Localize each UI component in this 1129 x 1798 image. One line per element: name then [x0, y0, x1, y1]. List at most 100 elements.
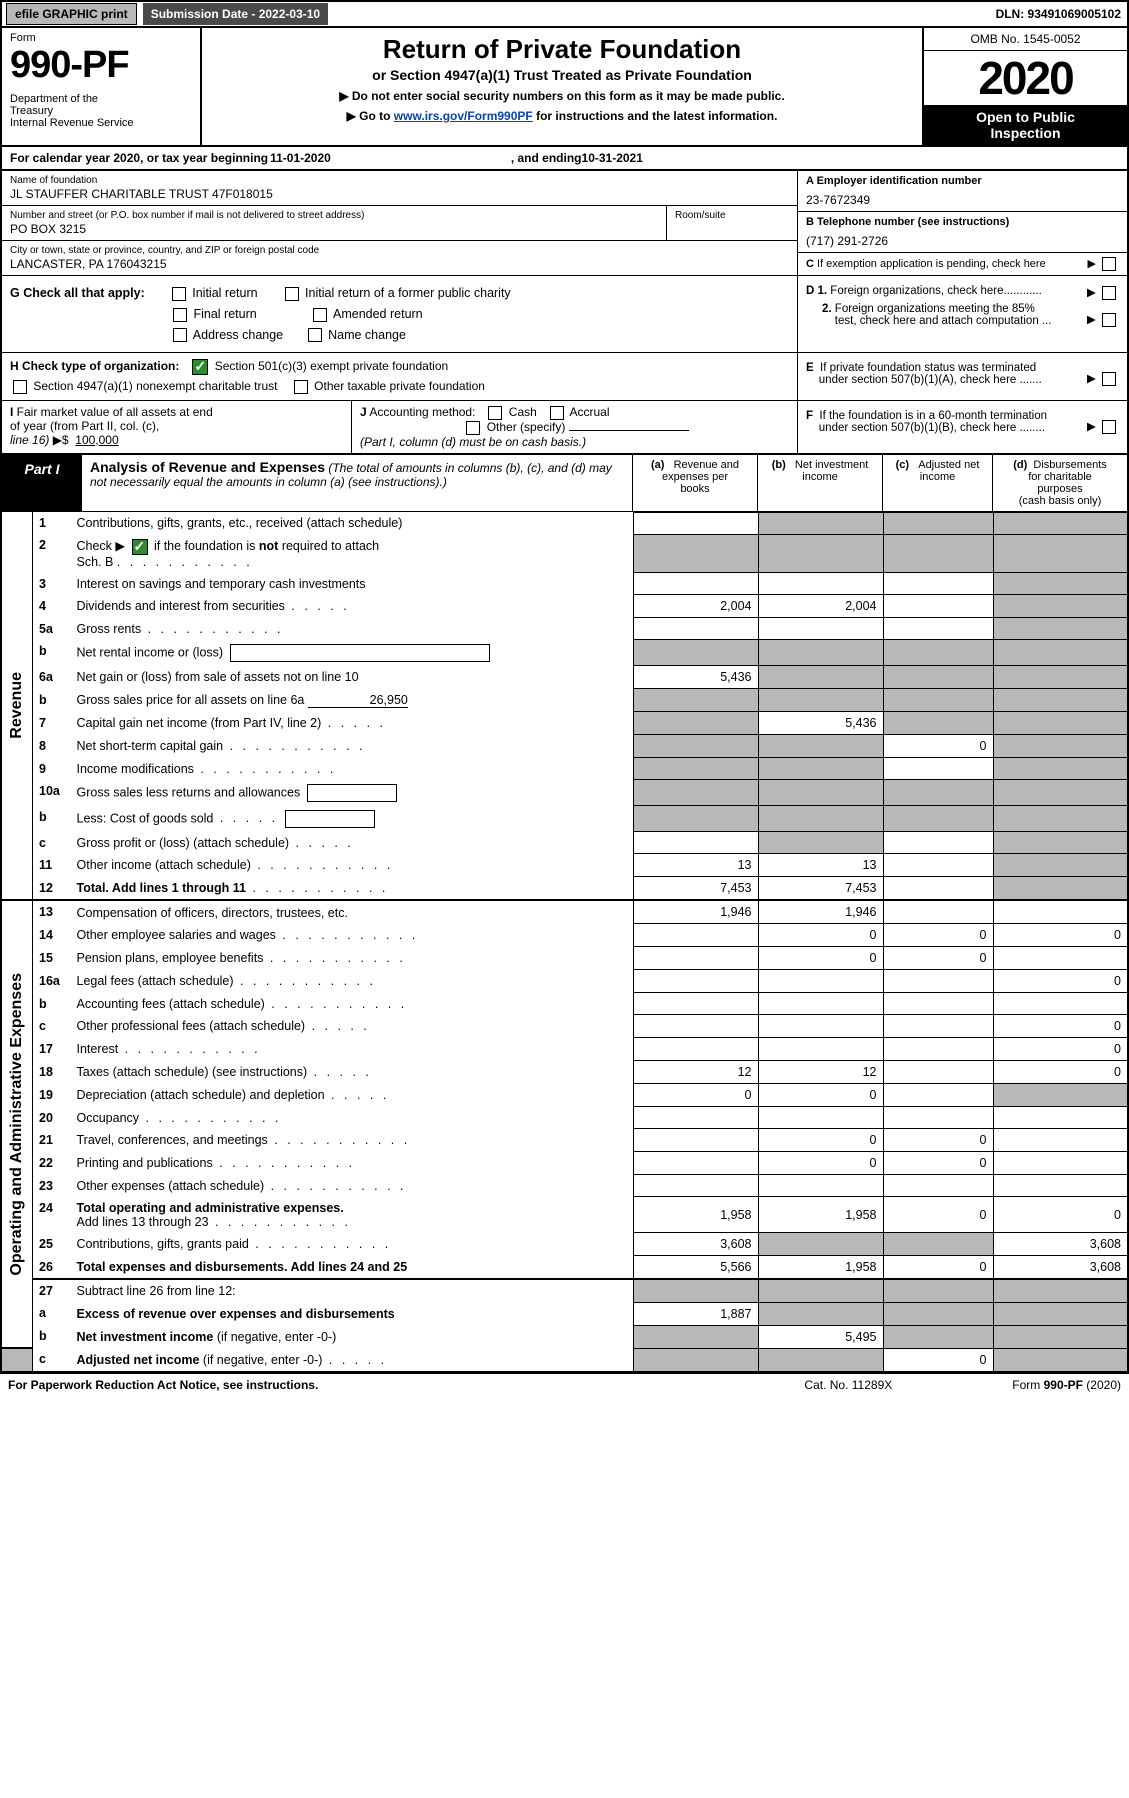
r24-b: 1,958 [758, 1197, 883, 1233]
e-check: E If private foundation status was termi… [797, 353, 1127, 400]
row-25: 25Contributions, gifts, grants paid3,608… [1, 1233, 1128, 1256]
col-c-header: (c) Adjusted netincome [882, 455, 992, 511]
efile-print-button[interactable]: efile GRAPHIC print [6, 3, 137, 25]
row-10a: 10aGross sales less returns and allowanc… [1, 780, 1128, 806]
revenue-side-label: Revenue [8, 672, 26, 739]
chk-cash[interactable] [488, 406, 502, 420]
lbl-other-tax: Other taxable private foundation [314, 379, 485, 393]
r10a-desc: Gross sales less returns and allowances [71, 780, 634, 806]
goto-suffix: for instructions and the latest informat… [533, 109, 778, 123]
accounting-cell: J Accounting method: Cash Accrual Other … [352, 401, 797, 453]
address-cell: Number and street (or P.O. box number if… [2, 206, 667, 240]
r27b-b: 5,495 [758, 1325, 883, 1348]
chk-name[interactable] [308, 328, 322, 342]
chk-initial[interactable] [172, 287, 186, 301]
r25-desc: Contributions, gifts, grants paid [71, 1233, 634, 1256]
row-16c: cOther professional fees (attach schedul… [1, 1015, 1128, 1038]
ein-label: A Employer identification number [806, 175, 1119, 187]
chk-initial-former[interactable] [285, 287, 299, 301]
room-label: Room/suite [675, 210, 789, 221]
part1-title: Analysis of Revenue and Expenses [90, 459, 325, 475]
chk-d1[interactable] [1102, 286, 1116, 300]
r14-c: 0 [883, 924, 993, 947]
row-21: 21Travel, conferences, and meetings00 [1, 1129, 1128, 1152]
col-a-header: (a) Revenue andexpenses perbooks [632, 455, 757, 511]
r22-c: 0 [883, 1152, 993, 1175]
chk-other-tax[interactable] [294, 380, 308, 394]
i-j-f-row: I Fair market value of all assets at end… [0, 401, 1129, 455]
r12-desc: Total. Add lines 1 through 11 [71, 877, 634, 901]
r12-b: 7,453 [758, 877, 883, 901]
c-checkbox[interactable] [1102, 257, 1116, 271]
submission-date: Submission Date - 2022-03-10 [143, 3, 328, 25]
r6b-val: 26,950 [370, 693, 408, 707]
row-12: 12Total. Add lines 1 through 117,4537,45… [1, 877, 1128, 901]
r18-a: 12 [633, 1061, 758, 1084]
chk-final[interactable] [173, 308, 187, 322]
chk-amended[interactable] [313, 308, 327, 322]
row-16a: 16aLegal fees (attach schedule)0 [1, 970, 1128, 993]
info-right: A Employer identification number 23-7672… [797, 171, 1127, 275]
foundation-name: JL STAUFFER CHARITABLE TRUST 47F018015 [10, 187, 789, 201]
r25-d: 3,608 [993, 1233, 1128, 1256]
r21-desc: Travel, conferences, and meetings [71, 1129, 634, 1152]
r5a-desc: Gross rents [71, 618, 634, 640]
irs-link[interactable]: www.irs.gov/Form990PF [394, 109, 533, 123]
phone-cell: B Telephone number (see instructions) (7… [798, 212, 1127, 253]
chk-4947[interactable] [13, 380, 27, 394]
phone-value: (717) 291-2726 [806, 234, 1119, 248]
r27-desc: Subtract line 26 from line 12: [71, 1279, 634, 1302]
chk-addr[interactable] [173, 328, 187, 342]
r27c-desc: Adjusted net income (if negative, enter … [71, 1348, 634, 1372]
r6a-a: 5,436 [633, 666, 758, 689]
footer: For Paperwork Reduction Act Notice, see … [0, 1372, 1129, 1396]
row-3: 3Interest on savings and temporary cash … [1, 573, 1128, 595]
chk-accrual[interactable] [550, 406, 564, 420]
r18-d: 0 [993, 1061, 1128, 1084]
r27a-a: 1,887 [633, 1302, 758, 1325]
row-13: Operating and Administrative Expenses 13… [1, 900, 1128, 924]
chk-other-acct[interactable] [466, 421, 480, 435]
header-left: Form 990-PF Department of theTreasuryInt… [2, 28, 202, 145]
r6b-desc: Gross sales price for all assets on line… [71, 689, 634, 712]
lbl-addr: Address change [193, 328, 283, 342]
r10b-desc: Less: Cost of goods sold [71, 806, 634, 832]
r20-desc: Occupancy [71, 1107, 634, 1129]
r27b-desc: Net investment income (if negative, ente… [71, 1325, 634, 1348]
col-d-header: (d) Disbursementsfor charitablepurposes(… [992, 455, 1127, 511]
r19-desc: Depreciation (attach schedule) and deple… [71, 1084, 634, 1107]
row-17: 17Interest0 [1, 1038, 1128, 1061]
row-6a: 6aNet gain or (loss) from sale of assets… [1, 666, 1128, 689]
g-label: G Check all that apply: [10, 286, 145, 300]
row-9: 9Income modifications [1, 758, 1128, 780]
r13-a: 1,946 [633, 900, 758, 924]
d2-label: 2. Foreign organizations meeting the 85%… [806, 303, 1052, 327]
addr-value: PO BOX 3215 [10, 222, 658, 236]
row-27: 27Subtract line 26 from line 12: [1, 1279, 1128, 1302]
row-27a: aExcess of revenue over expenses and dis… [1, 1302, 1128, 1325]
r14-b: 0 [758, 924, 883, 947]
form-subtitle: or Section 4947(a)(1) Trust Treated as P… [210, 67, 914, 83]
chk-schb[interactable] [132, 539, 148, 555]
row-8: 8Net short-term capital gain0 [1, 735, 1128, 758]
cat-no: Cat. No. 11289X [804, 1378, 892, 1392]
j-note: (Part I, column (d) must be on cash basi… [360, 435, 586, 449]
open-public: Open to PublicInspection [924, 105, 1127, 145]
chk-f[interactable] [1102, 420, 1116, 434]
r22-b: 0 [758, 1152, 883, 1175]
r14-desc: Other employee salaries and wages [71, 924, 634, 947]
h-label: H Check type of organization: [10, 359, 179, 373]
r24-desc: Total operating and administrative expen… [71, 1197, 634, 1233]
row-1: Revenue 1Contributions, gifts, grants, e… [1, 512, 1128, 534]
fmv-cell: I Fair market value of all assets at end… [2, 401, 352, 453]
tax-year: 2020 [924, 51, 1127, 105]
f-check: F If the foundation is in a 60-month ter… [797, 401, 1127, 453]
chk-501c3[interactable] [192, 359, 208, 375]
row-6b: bGross sales price for all assets on lin… [1, 689, 1128, 712]
chk-e[interactable] [1102, 372, 1116, 386]
ein-value: 23-7672349 [806, 193, 1119, 207]
header-right: OMB No. 1545-0052 2020 Open to PublicIns… [922, 28, 1127, 145]
chk-d2[interactable] [1102, 313, 1116, 327]
r2-desc: Check ▶ if the foundation is not require… [71, 534, 634, 573]
r5b-desc: Net rental income or (loss) [71, 640, 634, 666]
